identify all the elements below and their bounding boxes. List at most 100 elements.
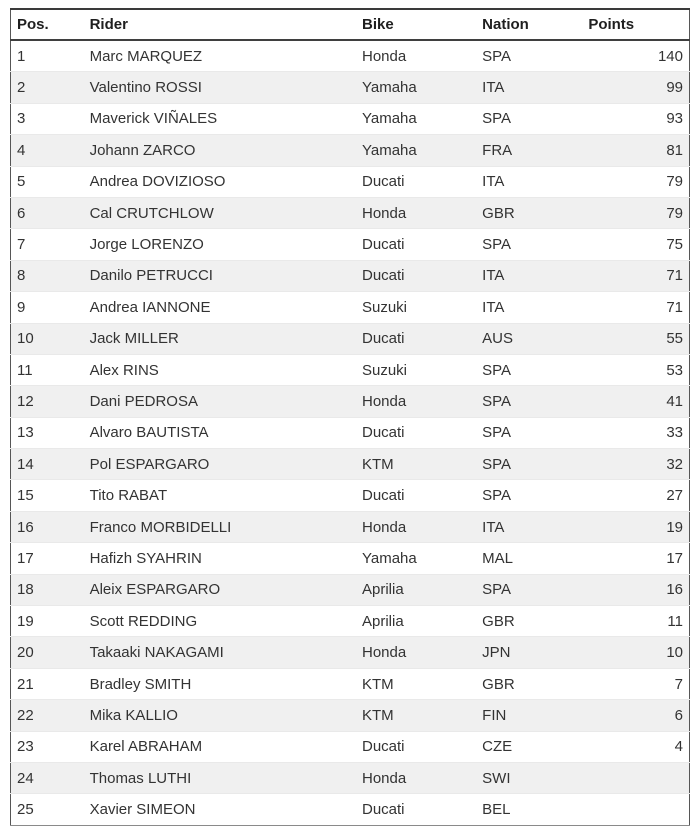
cell-rider: Jorge LORENZO [83,228,356,261]
cell-pos: 23 [10,730,84,763]
cell-points: 7 [582,667,690,700]
cell-bike: Ducati [355,416,477,449]
cell-points: 71 [582,291,690,324]
cell-rider: Xavier SIMEON [83,793,356,826]
table-row: 5 Andrea DOVIZIOSO Ducati ITA 79 [10,165,690,198]
cell-rider: Johann ZARCO [83,134,356,167]
table-row: 19 Scott REDDING Aprilia GBR 11 [10,605,690,637]
cell-rider: Pol ESPARGARO [83,448,356,480]
table-row: 14 Pol ESPARGARO KTM SPA 32 [10,448,690,480]
cell-points: 140 [657,47,683,65]
standings-header: Pos. Rider Bike Nation Points [10,9,690,41]
cell-pos: 20 [10,636,84,669]
header-row: Pos. Rider Bike Nation Points [10,9,690,41]
cell-pos: 9 [10,291,84,324]
cell-nation: BEL [476,793,583,826]
table-row: 1 Marc MARQUEZ Honda SPA 140 [11,40,690,72]
cell-pos: 13 [10,416,84,449]
cell-pos: 16 [10,510,84,543]
cell-points: 6 [582,699,690,732]
cell-nation: SWI [476,761,583,794]
cell-bike: Ducati [355,793,477,826]
cell-bike: KTM [355,448,477,480]
cell-nation: GBR [476,196,583,229]
cell-rider: Dani PEDROSA [83,385,356,418]
table-row: 17 Hafizh SYAHRIN Yamaha MAL 17 [10,542,690,575]
cell-nation: JPN [476,636,583,669]
cell-bike: Aprilia [355,573,477,606]
cell-nation: SPA [476,228,583,261]
header-cell-points: Points [582,9,690,41]
cell-nation: SPA [476,416,583,449]
cell-points: 81 [582,134,690,167]
cell-pos: 17 [10,542,84,575]
table-row: 2 Valentino ROSSI Yamaha ITA 99 [10,71,690,104]
cell-points: 17 [582,542,690,575]
table-row: 16 Franco MORBIDELLI Honda ITA 19 [10,510,690,543]
table-row: 10 Jack MILLER Ducati AUS 55 [10,322,690,355]
cell-points: 11 [582,605,690,637]
standings-table: Pos. Rider Bike Nation Points 1 Marc MARQUEZ H… [10,8,690,826]
cell-nation: SPA [482,47,512,65]
cell-rider: Alvaro BAUTISTA [83,416,356,449]
cell-points: 99 [582,71,690,104]
cell-nation: ITA [476,71,583,104]
cell-bike: Ducati [355,730,477,763]
cell-points: 55 [582,322,690,355]
cell-points: 16 [582,573,690,606]
table-row: 8 Danilo PETRUCCI Ducati ITA 71 [10,259,690,292]
table-row: 11 Alex RINS Suzuki SPA 53 [10,353,690,386]
cell-pos: 14 [10,448,84,480]
table-row: 13 Alvaro BAUTISTA Ducati SPA 33 [10,416,690,449]
cell-nation: SPA [476,102,583,135]
cell-pos: 4 [10,134,84,167]
cell-pos: 7 [10,228,84,261]
cell-rider: Takaaki NAKAGAMI [83,636,356,669]
cell-rider: Cal CRUTCHLOW [83,196,356,229]
cell-points: 19 [582,510,690,543]
table-row: 20 Takaaki NAKAGAMI Honda JPN 10 [10,636,690,669]
table-row: 24 Thomas LUTHI Honda SWI [10,761,690,794]
cell-bike: Honda [355,196,477,229]
cell-points: 93 [582,102,690,135]
cell-rider: Alex RINS [83,353,356,386]
cell-nation: GBR [476,605,583,637]
cell-points: 53 [582,353,690,386]
cell-nation: SPA [476,448,583,480]
cell-bike: Ducati [355,259,477,292]
cell-pos: 6 [10,196,84,229]
cell-rider: Hafizh SYAHRIN [83,542,356,575]
cell-nation: ITA [476,259,583,292]
cell-pos: 1 [17,47,26,65]
header-cell-bike: Bike [355,9,477,41]
header-cell-nation: Nation [476,9,583,41]
cell-pos: 5 [10,165,84,198]
cell-bike: Yamaha [355,542,477,575]
cell-bike: Honda [355,510,477,543]
cell-bike: Ducati [355,228,477,261]
cell-nation: SPA [476,385,583,418]
cell-rider: Mika KALLIO [83,699,356,732]
table-row: 3 Maverick VIÑALES Yamaha SPA 93 [10,102,690,135]
cell-rider: Bradley SMITH [83,667,356,700]
cell-points: 10 [582,636,690,669]
standings-body: 1 Marc MARQUEZ Honda SPA 140 2 Valentino ROSSI… [10,40,690,826]
cell-pos: 8 [10,259,84,292]
cell-nation: AUS [476,322,583,355]
cell-pos: 11 [10,353,84,386]
cell-nation: CZE [476,730,583,763]
table-row: 6 Cal CRUTCHLOW Honda GBR 79 [10,196,690,229]
cell-rider: Andrea DOVIZIOSO [83,165,356,198]
cell-pos: 2 [10,71,84,104]
header-cell-pos: Pos. [10,9,84,41]
cell-bike: Yamaha [355,102,477,135]
cell-nation: ITA [476,291,583,324]
cell-rider: Andrea IANNONE [83,291,356,324]
cell-pos: 18 [10,573,84,606]
cell-bike: Aprilia [355,605,477,637]
cell-pos: 15 [10,479,84,512]
cell-rider: Franco MORBIDELLI [83,510,356,543]
cell-nation: SPA [476,353,583,386]
cell-bike: Honda [355,385,477,418]
